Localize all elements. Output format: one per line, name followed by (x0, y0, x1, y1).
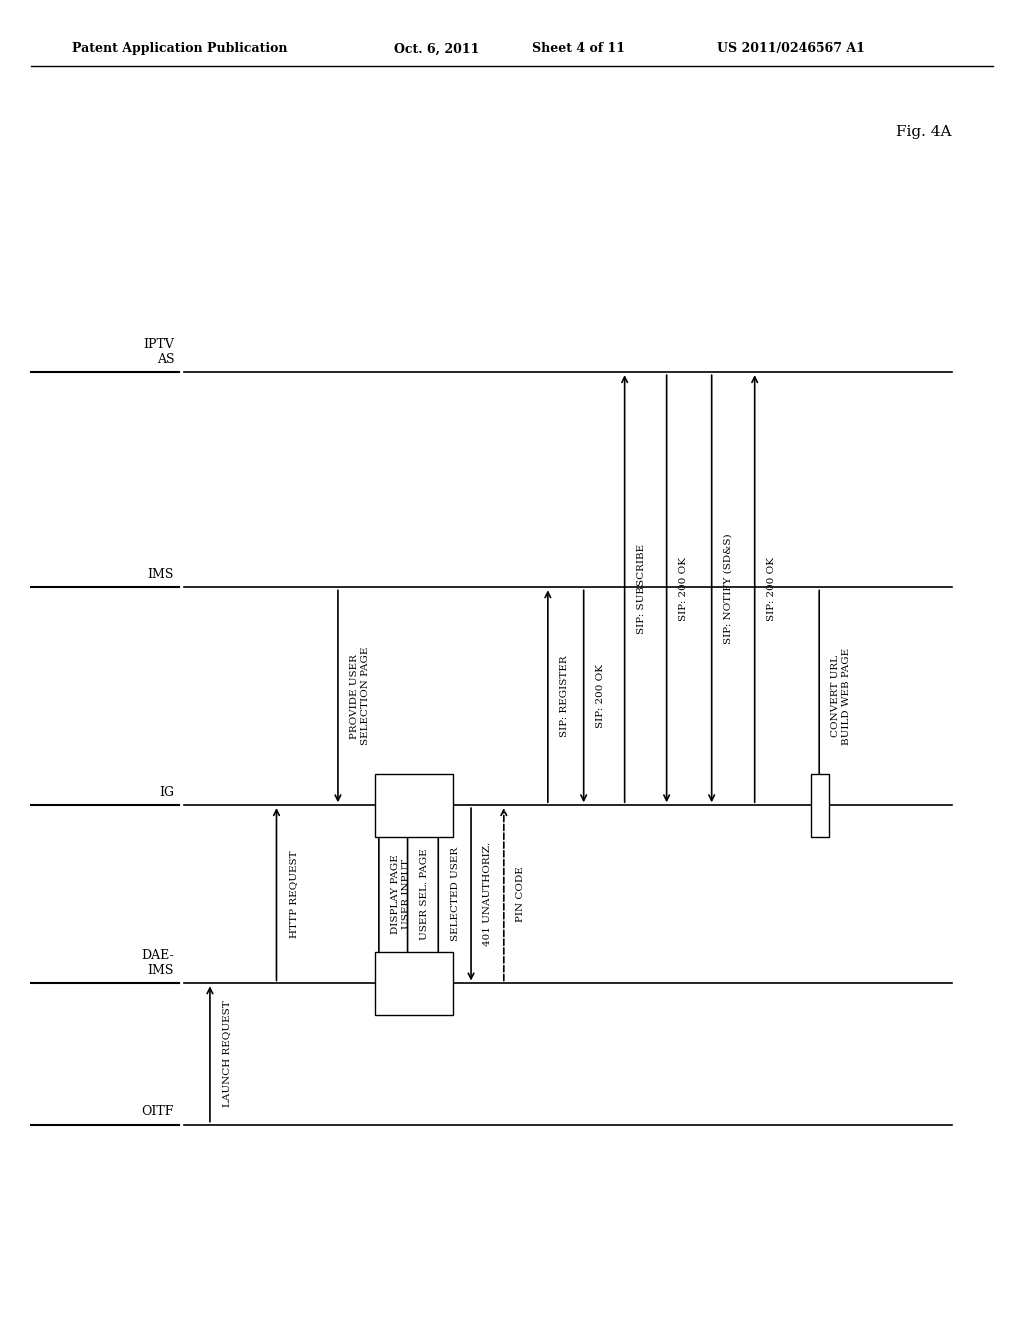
Text: SIP: NOTIFY (SD&S): SIP: NOTIFY (SD&S) (724, 533, 733, 644)
Text: SIP: SUBSCRIBE: SIP: SUBSCRIBE (637, 544, 646, 634)
Text: SIP: 200 OK: SIP: 200 OK (679, 557, 688, 620)
Text: Oct. 6, 2011: Oct. 6, 2011 (394, 42, 479, 55)
Text: PROVIDE USER
SELECTION PAGE: PROVIDE USER SELECTION PAGE (350, 647, 370, 746)
Text: USER SEL. PAGE: USER SEL. PAGE (420, 849, 429, 940)
Text: IMS: IMS (147, 568, 174, 581)
Text: IPTV
AS: IPTV AS (143, 338, 174, 366)
Text: IG: IG (159, 785, 174, 799)
Text: CONVERT URL
BUILD WEB PAGE: CONVERT URL BUILD WEB PAGE (831, 648, 851, 744)
Text: LAUNCH REQUEST: LAUNCH REQUEST (222, 1001, 231, 1107)
Text: DAE-
IMS: DAE- IMS (141, 949, 174, 977)
Bar (375, 774, 453, 837)
Text: US 2011/0246567 A1: US 2011/0246567 A1 (717, 42, 864, 55)
Text: OITF: OITF (141, 1105, 174, 1118)
Bar (811, 774, 829, 837)
Text: Fig. 4A: Fig. 4A (896, 125, 951, 139)
Bar (375, 952, 453, 1015)
Text: DISPLAY PAGE
USER INPUT: DISPLAY PAGE USER INPUT (391, 854, 411, 935)
Text: Patent Application Publication: Patent Application Publication (72, 42, 287, 55)
Text: PIN CODE: PIN CODE (516, 866, 525, 923)
Text: HTTP REQUEST: HTTP REQUEST (289, 850, 298, 939)
Text: 401 UNAUTHORIZ.: 401 UNAUTHORIZ. (483, 842, 493, 946)
Text: SELECTED USER: SELECTED USER (451, 847, 460, 941)
Text: Sheet 4 of 11: Sheet 4 of 11 (532, 42, 626, 55)
Text: SIP: 200 OK: SIP: 200 OK (767, 557, 776, 620)
Text: SIP: 200 OK: SIP: 200 OK (596, 664, 605, 729)
Text: SIP: REGISTER: SIP: REGISTER (560, 656, 569, 737)
